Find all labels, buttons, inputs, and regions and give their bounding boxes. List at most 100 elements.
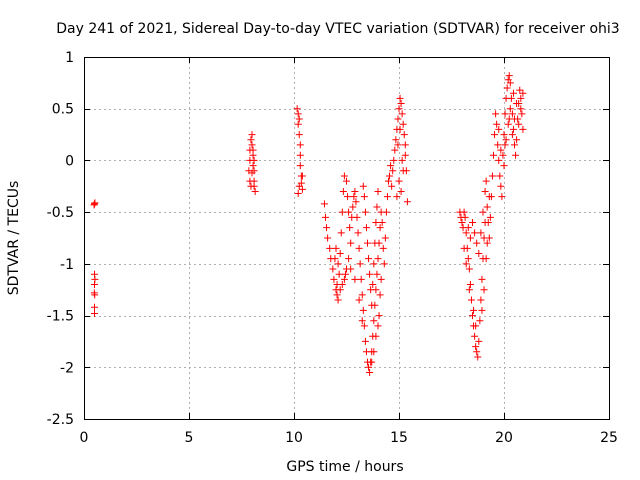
data-point-marker	[494, 141, 502, 149]
data-point-marker	[488, 172, 496, 180]
data-point-marker	[346, 224, 354, 232]
data-point-marker	[391, 146, 399, 154]
plot-area-frame	[84, 57, 610, 420]
y-tick-label: 1	[65, 50, 74, 66]
data-point-marker	[331, 255, 339, 263]
data-point-marker	[296, 141, 304, 149]
data-point-marker	[347, 239, 355, 247]
data-point-marker	[465, 286, 473, 294]
data-point-marker	[247, 136, 255, 144]
data-point-marker	[295, 131, 303, 139]
data-point-marker	[517, 94, 525, 102]
data-point-marker	[249, 162, 257, 170]
data-point-marker	[90, 201, 98, 209]
data-point-marker	[381, 234, 389, 242]
x-tick-label: 0	[80, 430, 89, 446]
data-point-marker	[462, 260, 470, 268]
data-point-marker	[376, 224, 384, 232]
data-point-marker	[503, 84, 511, 92]
data-point-marker	[296, 162, 304, 170]
data-point-marker	[502, 136, 510, 144]
data-point-marker	[333, 281, 341, 289]
data-point-marker	[336, 250, 344, 258]
data-point-marker	[509, 125, 517, 133]
data-point-marker	[401, 151, 409, 159]
data-point-marker	[359, 182, 367, 190]
data-point-marker	[518, 110, 526, 118]
x-axis-label: GPS time / hours	[286, 459, 403, 475]
x-axis-tick-labels: 0 5 10 15 20 25	[80, 430, 618, 446]
data-point-marker	[293, 105, 301, 113]
data-point-marker	[480, 286, 488, 294]
data-point-marker	[294, 110, 302, 118]
data-point-marker	[483, 203, 491, 211]
data-point-marker	[91, 310, 98, 318]
data-point-marker	[472, 322, 480, 330]
data-point-marker	[347, 265, 355, 273]
data-point-marker	[353, 213, 361, 221]
data-point-marker	[322, 213, 329, 221]
data-point-marker	[379, 244, 387, 252]
data-point-marker	[462, 229, 470, 237]
data-point-marker	[386, 172, 394, 180]
data-point-marker	[473, 348, 481, 356]
data-point-marker	[470, 306, 478, 314]
data-point-marker	[345, 255, 353, 263]
data-point-marker	[354, 229, 362, 237]
data-point-marker	[374, 187, 382, 195]
data-point-marker	[296, 151, 304, 159]
data-point-marker	[336, 286, 344, 294]
data-point-marker	[373, 203, 381, 211]
data-point-marker	[295, 182, 303, 190]
data-point-marker	[394, 115, 402, 123]
data-point-marker	[519, 89, 527, 97]
data-point-marker	[329, 265, 337, 273]
data-point-marker	[361, 208, 369, 216]
data-point-marker	[355, 244, 363, 252]
data-point-marker	[500, 162, 508, 170]
data-point-marker	[482, 177, 490, 185]
data-point-marker	[352, 198, 360, 206]
data-point-marker	[507, 94, 515, 102]
data-point-marker	[513, 136, 521, 144]
y-axis-tick-labels: -2.5 -2 -1.5 -1 -0.5 0 0.5 1	[47, 50, 74, 428]
data-point-marker	[250, 156, 258, 164]
data-point-marker	[298, 172, 306, 180]
data-point-marker	[370, 317, 378, 325]
data-point-marker	[294, 190, 302, 198]
data-point-marker	[360, 322, 368, 330]
data-point-marker	[91, 303, 98, 311]
data-point-marker	[485, 234, 493, 242]
data-point-marker	[505, 72, 513, 80]
data-point-marker	[392, 136, 400, 144]
data-point-marker	[501, 141, 509, 149]
data-point-marker	[326, 244, 334, 252]
data-point-marker	[377, 275, 385, 283]
data-point-marker	[340, 172, 348, 180]
data-point-marker	[360, 193, 368, 201]
data-point-marker	[399, 167, 407, 175]
data-point-marker	[396, 94, 404, 102]
data-point-marker	[249, 146, 257, 154]
data-point-marker	[475, 337, 483, 345]
data-point-marker	[320, 200, 328, 208]
data-point-marker	[248, 131, 256, 139]
grid-lines	[84, 57, 609, 419]
data-point-marker	[506, 79, 514, 87]
data-point-marker	[500, 131, 508, 139]
data-point-marker	[324, 234, 332, 242]
y-tick-label: -0.5	[47, 205, 74, 221]
y-tick-label: -2.5	[47, 412, 74, 428]
data-point-marker	[385, 177, 392, 185]
data-point-marker	[355, 296, 363, 304]
data-point-marker	[516, 86, 524, 94]
data-point-marker	[398, 156, 406, 164]
x-tick-label: 20	[495, 430, 513, 446]
data-point-marker	[490, 151, 497, 159]
x-tick-label: 25	[600, 430, 618, 446]
data-point-marker	[509, 89, 517, 97]
data-series-markers	[90, 72, 527, 376]
data-point-marker	[478, 306, 486, 314]
data-point-marker	[251, 187, 259, 195]
data-point-marker	[248, 169, 256, 177]
